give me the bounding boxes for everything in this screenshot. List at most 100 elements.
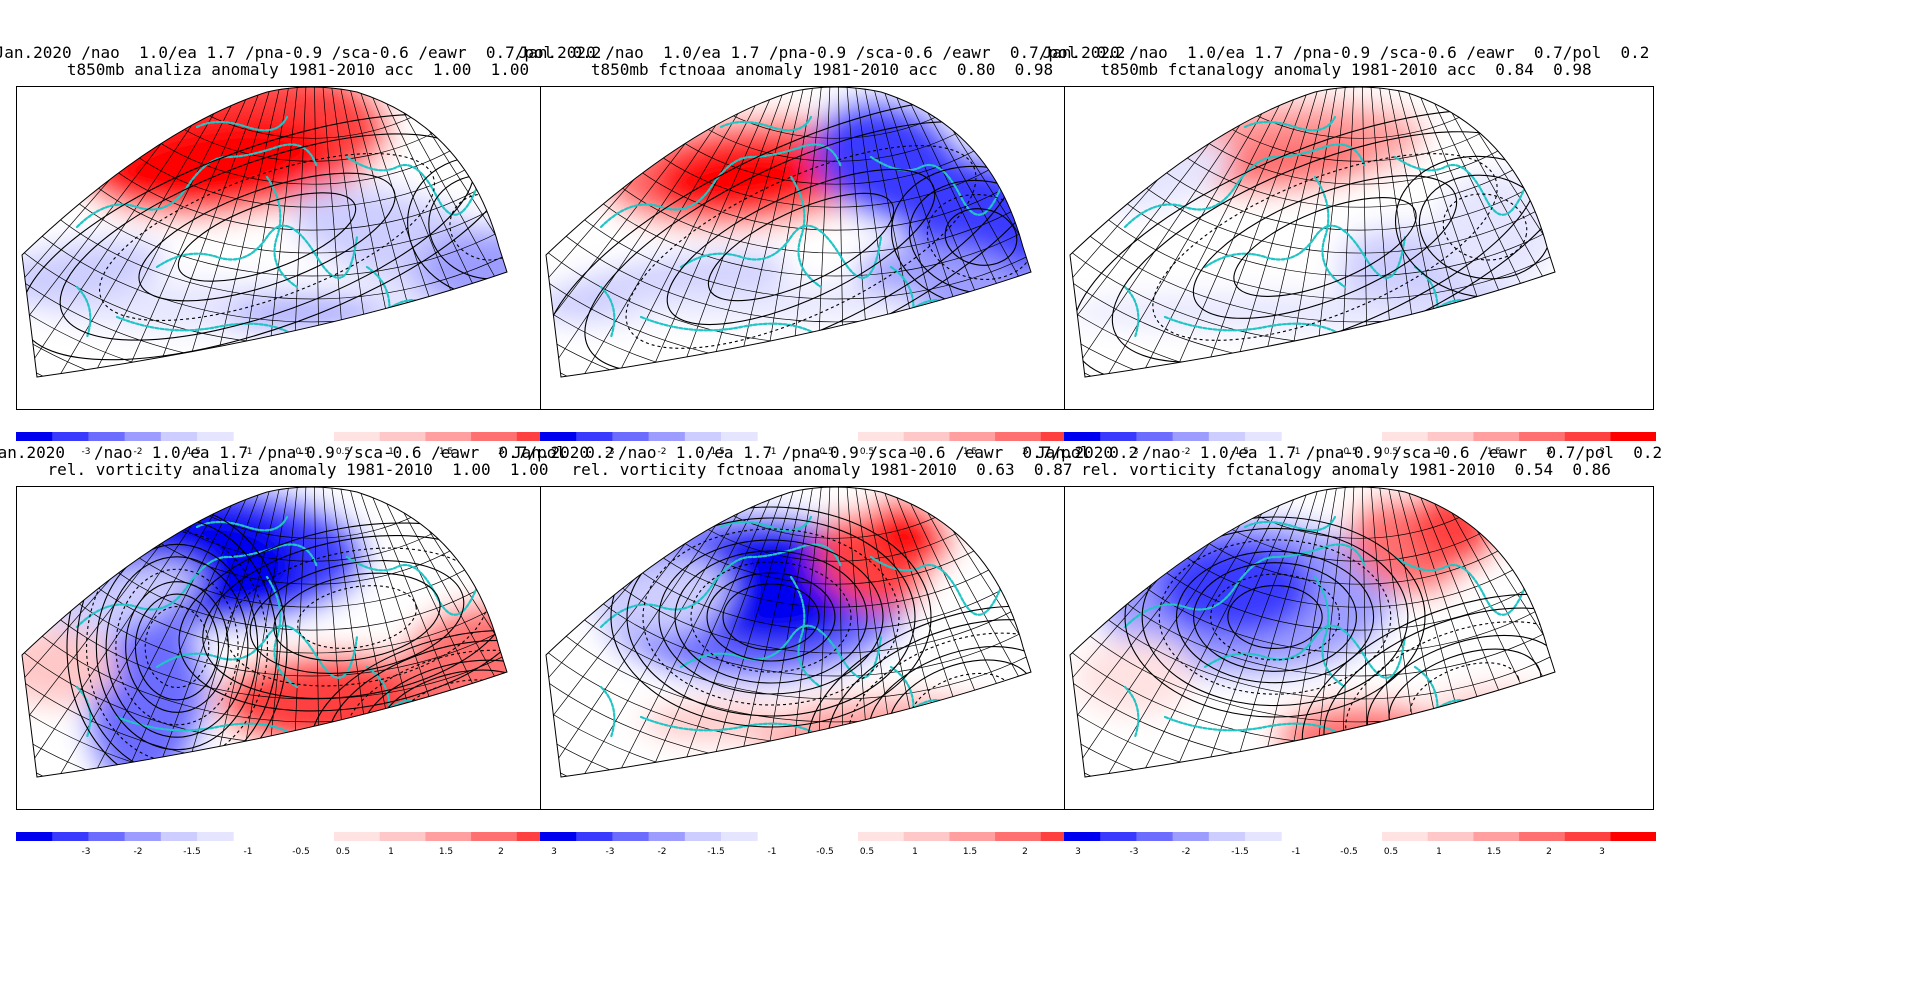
colorbar-scale: -3 -2 -1.5 -1 -0.5 0.5 1 1.5 2 3 xyxy=(16,432,608,457)
map-panel-t850-fctnoaa: Jan.2020 /nao 1.0/ea 1.7 /pna-0.9 /sca-0… xyxy=(512,0,1132,470)
colorbar-tick-label: -3 xyxy=(606,447,615,457)
colorbar-swatch-negative xyxy=(612,432,650,441)
colorbar-swatch-negative xyxy=(576,832,613,841)
map-frame xyxy=(16,86,606,410)
map-frame xyxy=(1064,486,1654,810)
colorbar-swatch-positive xyxy=(1040,432,1087,441)
colorbar-tick-label: -1.5 xyxy=(183,847,201,857)
colorbar-swatch-positive xyxy=(1473,832,1520,841)
colorbar-tick-label: -1 xyxy=(244,447,253,457)
colorbar-swatch-positive xyxy=(1564,832,1611,841)
map-frame xyxy=(540,86,1130,410)
colorbar-tick-label: -3 xyxy=(82,847,91,857)
colorbar-tick-label: -1 xyxy=(768,847,777,857)
colorbar-tick-label: -3 xyxy=(82,447,91,457)
colorbar-swatch-negative xyxy=(1136,432,1174,441)
colorbar-swatch-negative xyxy=(52,432,89,441)
colorbar-swatch-positive xyxy=(903,832,950,841)
colorbar-tick-label: 0.5 xyxy=(1384,847,1398,857)
colorbar-tick-label: 0.5 xyxy=(860,847,874,857)
colorbar-tick-label: 2 xyxy=(1546,447,1552,457)
panel-title-line1: Jan.2020 /nao 1.0/ea 1.7 /pna-0.9 /sca-0… xyxy=(512,443,1139,462)
colorbar-tick-label: -0.5 xyxy=(292,847,310,857)
colorbar-tick-label: -0.5 xyxy=(1340,447,1358,457)
panel-title-line1: Jan.2020 /nao 1.0/ea 1.7 /pna-0.9 /sca-0… xyxy=(1036,443,1663,462)
colorbar-tick-label: 1 xyxy=(1436,847,1442,857)
colorbar-swatch-positive xyxy=(1519,432,1566,441)
colorbar-swatch-negative xyxy=(197,432,234,441)
colorbar-tick-label: 2 xyxy=(498,447,504,457)
colorbar-tick-label: 3 xyxy=(1599,847,1605,857)
colorbar-tick-label: 3 xyxy=(1075,447,1081,457)
colorbar-tick-label: -0.5 xyxy=(1340,847,1358,857)
colorbar-swatch-negative xyxy=(1208,832,1246,841)
colorbar-tick-label: 0.5 xyxy=(1384,447,1398,457)
colorbar-tick-label: 3 xyxy=(551,847,557,857)
colorbar-tick-label: 2 xyxy=(1022,847,1028,857)
colorbar-swatch-positive xyxy=(858,432,905,441)
colorbar-swatch-negative xyxy=(124,832,162,841)
anomaly-map xyxy=(545,487,1032,778)
colorbar-tick-label: 3 xyxy=(1599,447,1605,457)
colorbar: -3 -2 -1.5 -1 -0.5 0.5 1 1.5 2 3 xyxy=(1064,432,1656,462)
colorbar-swatch-negative xyxy=(684,832,722,841)
colorbar-tick-label: -3 xyxy=(1130,447,1139,457)
colorbar-tick-label: 1.5 xyxy=(1487,847,1501,857)
panel-title-line2: rel. vorticity fctanalogy anomaly 1981-2… xyxy=(1081,460,1611,479)
colorbar-swatch-negative xyxy=(684,432,722,441)
colorbar-swatch-positive xyxy=(379,832,426,841)
colorbar-swatch-negative xyxy=(576,432,613,441)
colorbar-tick-label: 2 xyxy=(1022,447,1028,457)
colorbar-swatch-positive xyxy=(1610,432,1656,441)
colorbar-swatch-negative xyxy=(1064,432,1101,441)
colorbar-swatch-negative xyxy=(16,432,53,441)
colorbar-tick-label: -1 xyxy=(244,847,253,857)
colorbar-tick-label: -1.5 xyxy=(707,447,725,457)
colorbar-swatch-positive xyxy=(1473,432,1520,441)
colorbar-swatch-negative xyxy=(1100,432,1137,441)
colorbar-swatch-positive xyxy=(949,832,996,841)
colorbar-swatch-negative xyxy=(16,832,53,841)
colorbar-swatch-positive xyxy=(471,432,518,441)
colorbar-tick-label: 1.5 xyxy=(963,447,977,457)
contour-lines xyxy=(22,113,507,361)
anomaly-map xyxy=(21,87,508,378)
colorbar-swatch-positive xyxy=(903,432,950,441)
colorbar-swatch-negative xyxy=(1100,832,1137,841)
colorbar-swatch-negative xyxy=(88,832,126,841)
colorbar-tick-label: 3 xyxy=(1075,847,1081,857)
colorbar-tick-label: 1 xyxy=(912,847,918,857)
panel-title-line1: Jan.2020 /nao 1.0/ea 1.7 /pna-0.9 /sca-0… xyxy=(1042,43,1650,62)
colorbar-swatch-negative xyxy=(160,832,198,841)
colorbar-swatch-positive xyxy=(995,432,1042,441)
panel-title-line2: t850mb fctnoaa anomaly 1981-2010 acc 0.8… xyxy=(590,60,1054,79)
anomaly-shading xyxy=(1070,487,1555,777)
colorbar-tick-label: 3 xyxy=(551,447,557,457)
colorbar-swatch-negative xyxy=(648,432,686,441)
map-panel-vort-fctanalogy: Jan.2020 /nao 1.0/ea 1.7 /pna-0.9 /sca-0… xyxy=(1036,400,1663,870)
panel-title-line2: t850mb analiza anomaly 1981-2010 acc 1.0… xyxy=(66,60,530,79)
colorbar-swatch-positive xyxy=(949,432,996,441)
colorbar-swatch-negative xyxy=(1245,432,1282,441)
colorbar: -3 -2 -1.5 -1 -0.5 0.5 1 1.5 2 3 xyxy=(1064,832,1656,862)
colorbar-swatch-negative xyxy=(1172,432,1210,441)
map-panel-vort-fctnoaa: Jan.2020 /nao 1.0/ea 1.7 /pna-0.9 /sca-0… xyxy=(512,400,1139,870)
colorbar-swatch-positive xyxy=(379,432,426,441)
colorbar-tick-label: -2 xyxy=(134,847,143,857)
colorbar-tick-label: 2 xyxy=(1546,847,1552,857)
colorbar-tick-label: -2 xyxy=(134,447,143,457)
colorbar-swatch-negative xyxy=(721,432,758,441)
panel-title-line2: rel. vorticity fctnoaa anomaly 1981-2010… xyxy=(571,460,1073,479)
colorbar-swatch-negative xyxy=(52,832,89,841)
anomaly-map xyxy=(21,487,508,778)
colorbar-tick-label: -0.5 xyxy=(816,447,834,457)
colorbar-tick-label: -2 xyxy=(658,447,667,457)
colorbar-swatch-positive xyxy=(1610,832,1656,841)
colorbar-swatch-positive xyxy=(858,832,905,841)
colorbar-tick-label: 0.5 xyxy=(336,847,350,857)
colorbar-tick-label: 1 xyxy=(388,847,394,857)
colorbar-tick-label: -3 xyxy=(606,847,615,857)
colorbar-swatch-negative xyxy=(721,832,758,841)
colorbar-tick-label: -3 xyxy=(1130,847,1139,857)
colorbar-tick-label: -2 xyxy=(1182,847,1191,857)
